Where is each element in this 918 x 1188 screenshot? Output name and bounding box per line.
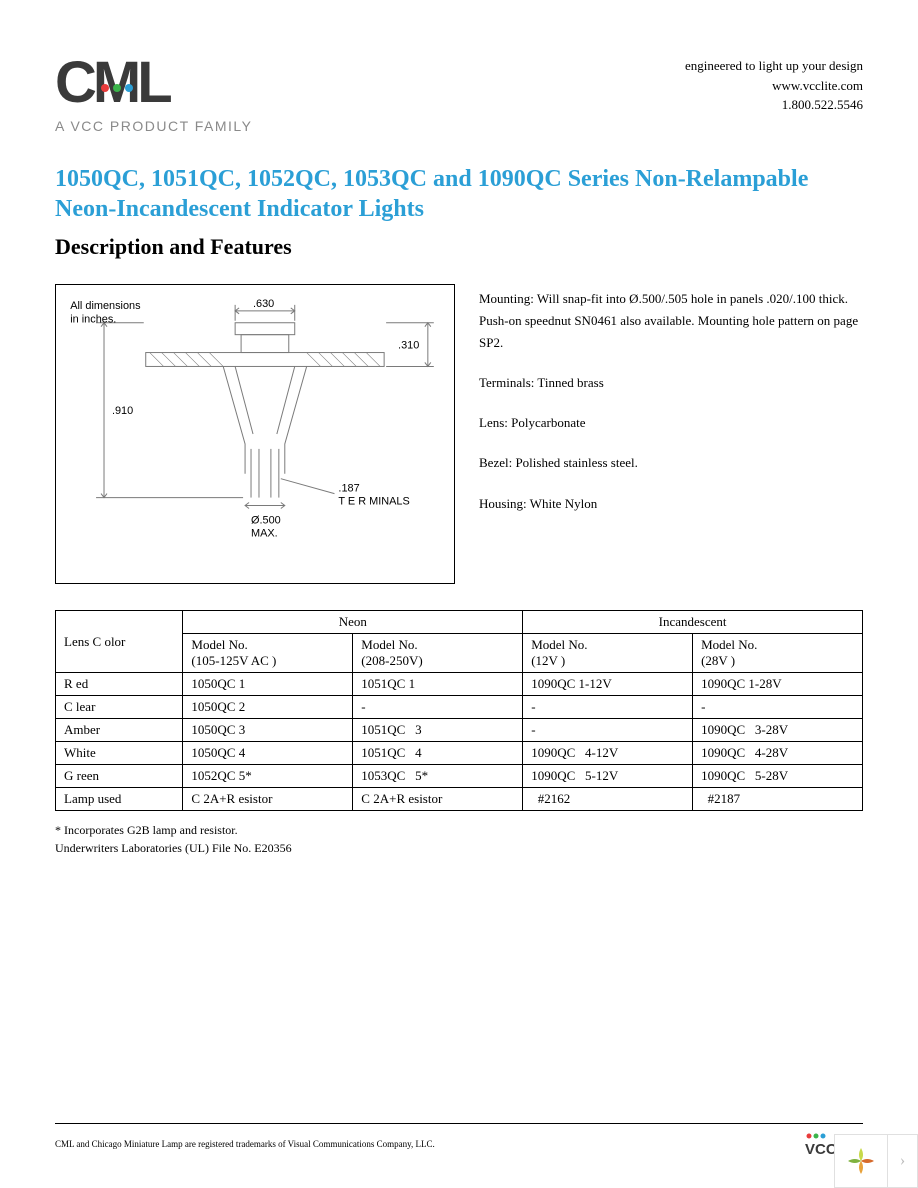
table-cell: - xyxy=(353,696,523,719)
spec-housing: Housing: White Nylon xyxy=(479,493,863,515)
hdr-12: Model No. (12V ) xyxy=(523,634,693,673)
table-cell: 1090QC 5-28V xyxy=(693,765,863,788)
table-row: C lear1050QC 2--- xyxy=(56,696,863,719)
hdr-incan: Incandescent xyxy=(523,611,863,634)
header-right: engineered to light up your design www.v… xyxy=(685,56,863,115)
table-cell: - xyxy=(523,719,693,742)
table-cell: Amber xyxy=(56,719,183,742)
table-cell: 1051QC 4 xyxy=(353,742,523,765)
tagline: engineered to light up your design xyxy=(685,56,863,76)
table-cell: G reen xyxy=(56,765,183,788)
page-title: 1050QC, 1051QC, 1052QC, 1053QC and 1090Q… xyxy=(55,164,863,224)
spec-mounting: Mounting: Will snap-fit into Ø.500/.505 … xyxy=(479,288,863,354)
spec-terminals: Terminals: Tinned brass xyxy=(479,372,863,394)
hdr-105: Model No. (105-125V AC ) xyxy=(183,634,353,673)
svg-text:VCC: VCC xyxy=(805,1141,837,1158)
table-cell: C 2A+R esistor xyxy=(183,788,353,811)
chevron-right-icon[interactable]: › xyxy=(888,1134,918,1188)
term-label: T E R MINALS xyxy=(338,496,409,508)
table-row: Lens C olor Neon Incandescent xyxy=(56,611,863,634)
hdr-28: Model No. (28V ) xyxy=(693,634,863,673)
hdr-208: Model No. (208-250V) xyxy=(353,634,523,673)
spec-text: Mounting: Will snap-fit into Ø.500/.505 … xyxy=(479,284,863,533)
table-cell: 1090QC 3-28V xyxy=(693,719,863,742)
footnote-ul: Underwriters Laboratories (UL) File No. … xyxy=(55,839,863,857)
table-cell: C lear xyxy=(56,696,183,719)
dim-left: .910 xyxy=(112,405,133,417)
table-cell: 1090QC 4-28V xyxy=(693,742,863,765)
table-row: Amber1050QC 31051QC 3-1090QC 3-28V xyxy=(56,719,863,742)
table-cell: 1090QC 1-28V xyxy=(693,673,863,696)
spec-lens: Lens: Polycarbonate xyxy=(479,412,863,434)
model-table: Lens C olor Neon Incandescent Model No. … xyxy=(55,610,863,811)
corner-flower-icon[interactable] xyxy=(834,1134,888,1188)
header: CML A VCC PRODUCT FAMILY engineered to l… xyxy=(55,50,863,134)
table-cell: C 2A+R esistor xyxy=(353,788,523,811)
table-cell: 1050QC 4 xyxy=(183,742,353,765)
table-cell: White xyxy=(56,742,183,765)
table-cell: 1090QC 5-12V xyxy=(523,765,693,788)
svg-text:CML: CML xyxy=(55,50,171,115)
diagram-note-l2: in inches. xyxy=(70,314,116,326)
hdr-lens: Lens C olor xyxy=(56,611,183,673)
section-heading: Description and Features xyxy=(55,234,863,260)
table-cell: R ed xyxy=(56,673,183,696)
table-cell: Lamp used xyxy=(56,788,183,811)
table-row: G reen1052QC 5*1053QC 5*1090QC 5-12V1090… xyxy=(56,765,863,788)
dim-top: .630 xyxy=(253,298,274,310)
table-row: Lamp usedC 2A+R esistorC 2A+R esistor #2… xyxy=(56,788,863,811)
footer: CML and Chicago Miniature Lamp are regis… xyxy=(55,1123,863,1158)
diagram-note-l1: All dimensions xyxy=(70,300,141,312)
table-row: White1050QC 41051QC 41090QC 4-12V1090QC … xyxy=(56,742,863,765)
hdr-neon: Neon xyxy=(183,611,523,634)
footnotes: * Incorporates G2B lamp and resistor. Un… xyxy=(55,821,863,857)
table-cell: 1050QC 3 xyxy=(183,719,353,742)
table-cell: #2187 xyxy=(693,788,863,811)
spec-bezel: Bezel: Polished stainless steel. xyxy=(479,452,863,474)
table-cell: 1050QC 2 xyxy=(183,696,353,719)
footer-trademark: CML and Chicago Miniature Lamp are regis… xyxy=(55,1139,435,1149)
website: www.vcclite.com xyxy=(685,76,863,96)
table-cell: 1051QC 3 xyxy=(353,719,523,742)
table-cell: 1090QC 1-12V xyxy=(523,673,693,696)
technical-diagram: All dimensions in inches. .630 .310 .910… xyxy=(55,284,455,584)
corner-widget[interactable]: › xyxy=(834,1134,918,1188)
table-cell: #2162 xyxy=(523,788,693,811)
term-dim: .187 xyxy=(338,483,359,495)
table-cell: - xyxy=(693,696,863,719)
footnote-g2b: * Incorporates G2B lamp and resistor. xyxy=(55,821,863,839)
dim-max: MAX. xyxy=(251,527,278,539)
table-cell: 1090QC 4-12V xyxy=(523,742,693,765)
logo-block: CML A VCC PRODUCT FAMILY xyxy=(55,50,275,134)
phone: 1.800.522.5546 xyxy=(685,95,863,115)
table-cell: - xyxy=(523,696,693,719)
table-cell: 1051QC 1 xyxy=(353,673,523,696)
logo-subtitle: A VCC PRODUCT FAMILY xyxy=(55,118,275,134)
dim-right: .310 xyxy=(398,340,419,352)
table-row: R ed1050QC 11051QC 11090QC 1-12V1090QC 1… xyxy=(56,673,863,696)
table-cell: 1052QC 5* xyxy=(183,765,353,788)
table-cell: 1053QC 5* xyxy=(353,765,523,788)
dim-dia: Ø.500 xyxy=(251,514,281,526)
cml-logo: CML xyxy=(55,50,275,120)
table-cell: 1050QC 1 xyxy=(183,673,353,696)
